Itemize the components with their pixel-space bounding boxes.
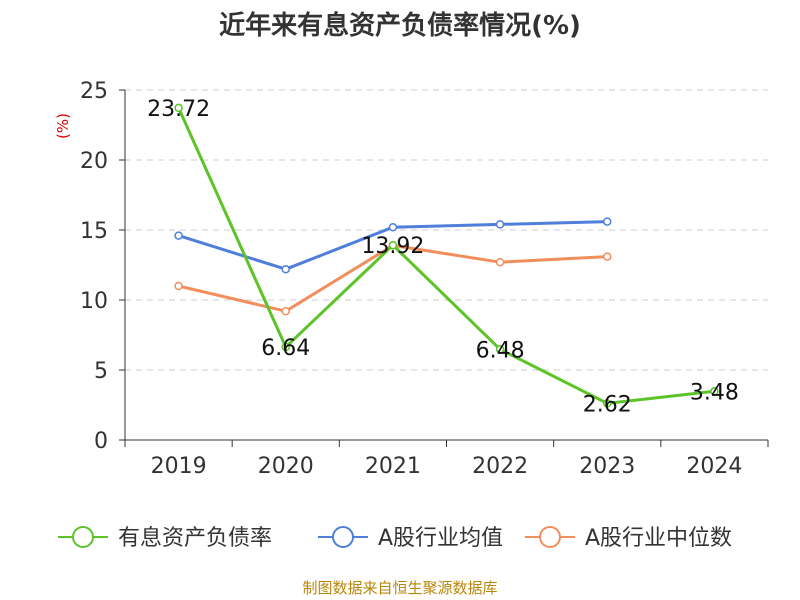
axes: 0 5 10 15 20 25 2019 2020 2021 2022 2023 2024 bbox=[80, 79, 769, 479]
x-tick-label: 2023 bbox=[579, 454, 635, 479]
data-label: 13.92 bbox=[361, 234, 424, 259]
data-label: 2.62 bbox=[583, 392, 632, 417]
data-point bbox=[603, 217, 612, 226]
data-point bbox=[495, 220, 505, 229]
data-label: 6.48 bbox=[476, 338, 525, 363]
data-label: 23.72 bbox=[147, 97, 210, 122]
data-point bbox=[603, 399, 612, 408]
data-point bbox=[281, 306, 290, 316]
data-point bbox=[281, 264, 290, 274]
series-lines bbox=[174, 103, 719, 408]
y-tick-label: 15 bbox=[80, 219, 108, 244]
y-tick-label: 0 bbox=[94, 429, 108, 454]
x-tick-label: 2021 bbox=[365, 454, 421, 479]
y-axis-unit: (%) bbox=[54, 113, 72, 139]
x-tick-label: 2024 bbox=[686, 454, 742, 479]
data-point bbox=[281, 342, 290, 352]
legend[interactable]: 有息资产负债率 A股行业均值 A股行业中位数 bbox=[58, 526, 732, 551]
data-point bbox=[174, 281, 183, 291]
data-point bbox=[495, 345, 505, 354]
y-tick-label: 25 bbox=[80, 79, 108, 104]
y-tick-label: 10 bbox=[80, 289, 108, 314]
data-labels: 23.72 6.64 13.92 6.48 2.62 3.48 bbox=[147, 97, 739, 417]
legend-marker bbox=[539, 526, 561, 548]
legend-marker bbox=[332, 526, 354, 548]
data-point bbox=[388, 240, 398, 250]
grid-lines bbox=[125, 89, 768, 371]
y-tick-label: 5 bbox=[94, 359, 108, 384]
chart-title: 近年来有息资产负债率情况(%) bbox=[219, 10, 581, 41]
legend-marker bbox=[72, 526, 94, 548]
legend-label: A股行业中位数 bbox=[585, 526, 732, 551]
data-point bbox=[495, 257, 505, 267]
y-tick-label: 20 bbox=[80, 149, 108, 174]
x-tick-label: 2019 bbox=[151, 454, 207, 479]
source-note: 制图数据来自恒生聚源数据库 bbox=[302, 579, 497, 597]
data-point bbox=[388, 222, 398, 232]
series-line-0 bbox=[177, 107, 715, 405]
data-point bbox=[603, 252, 612, 261]
x-tick-label: 2020 bbox=[258, 454, 314, 479]
data-point bbox=[174, 231, 183, 240]
x-tick-label: 2022 bbox=[472, 454, 528, 479]
data-label: 6.64 bbox=[261, 336, 310, 361]
data-label: 3.48 bbox=[690, 380, 739, 405]
data-point bbox=[710, 387, 719, 396]
legend-label: A股行业均值 bbox=[378, 526, 503, 551]
data-point bbox=[174, 103, 183, 113]
legend-label: 有息资产负债率 bbox=[118, 526, 272, 551]
